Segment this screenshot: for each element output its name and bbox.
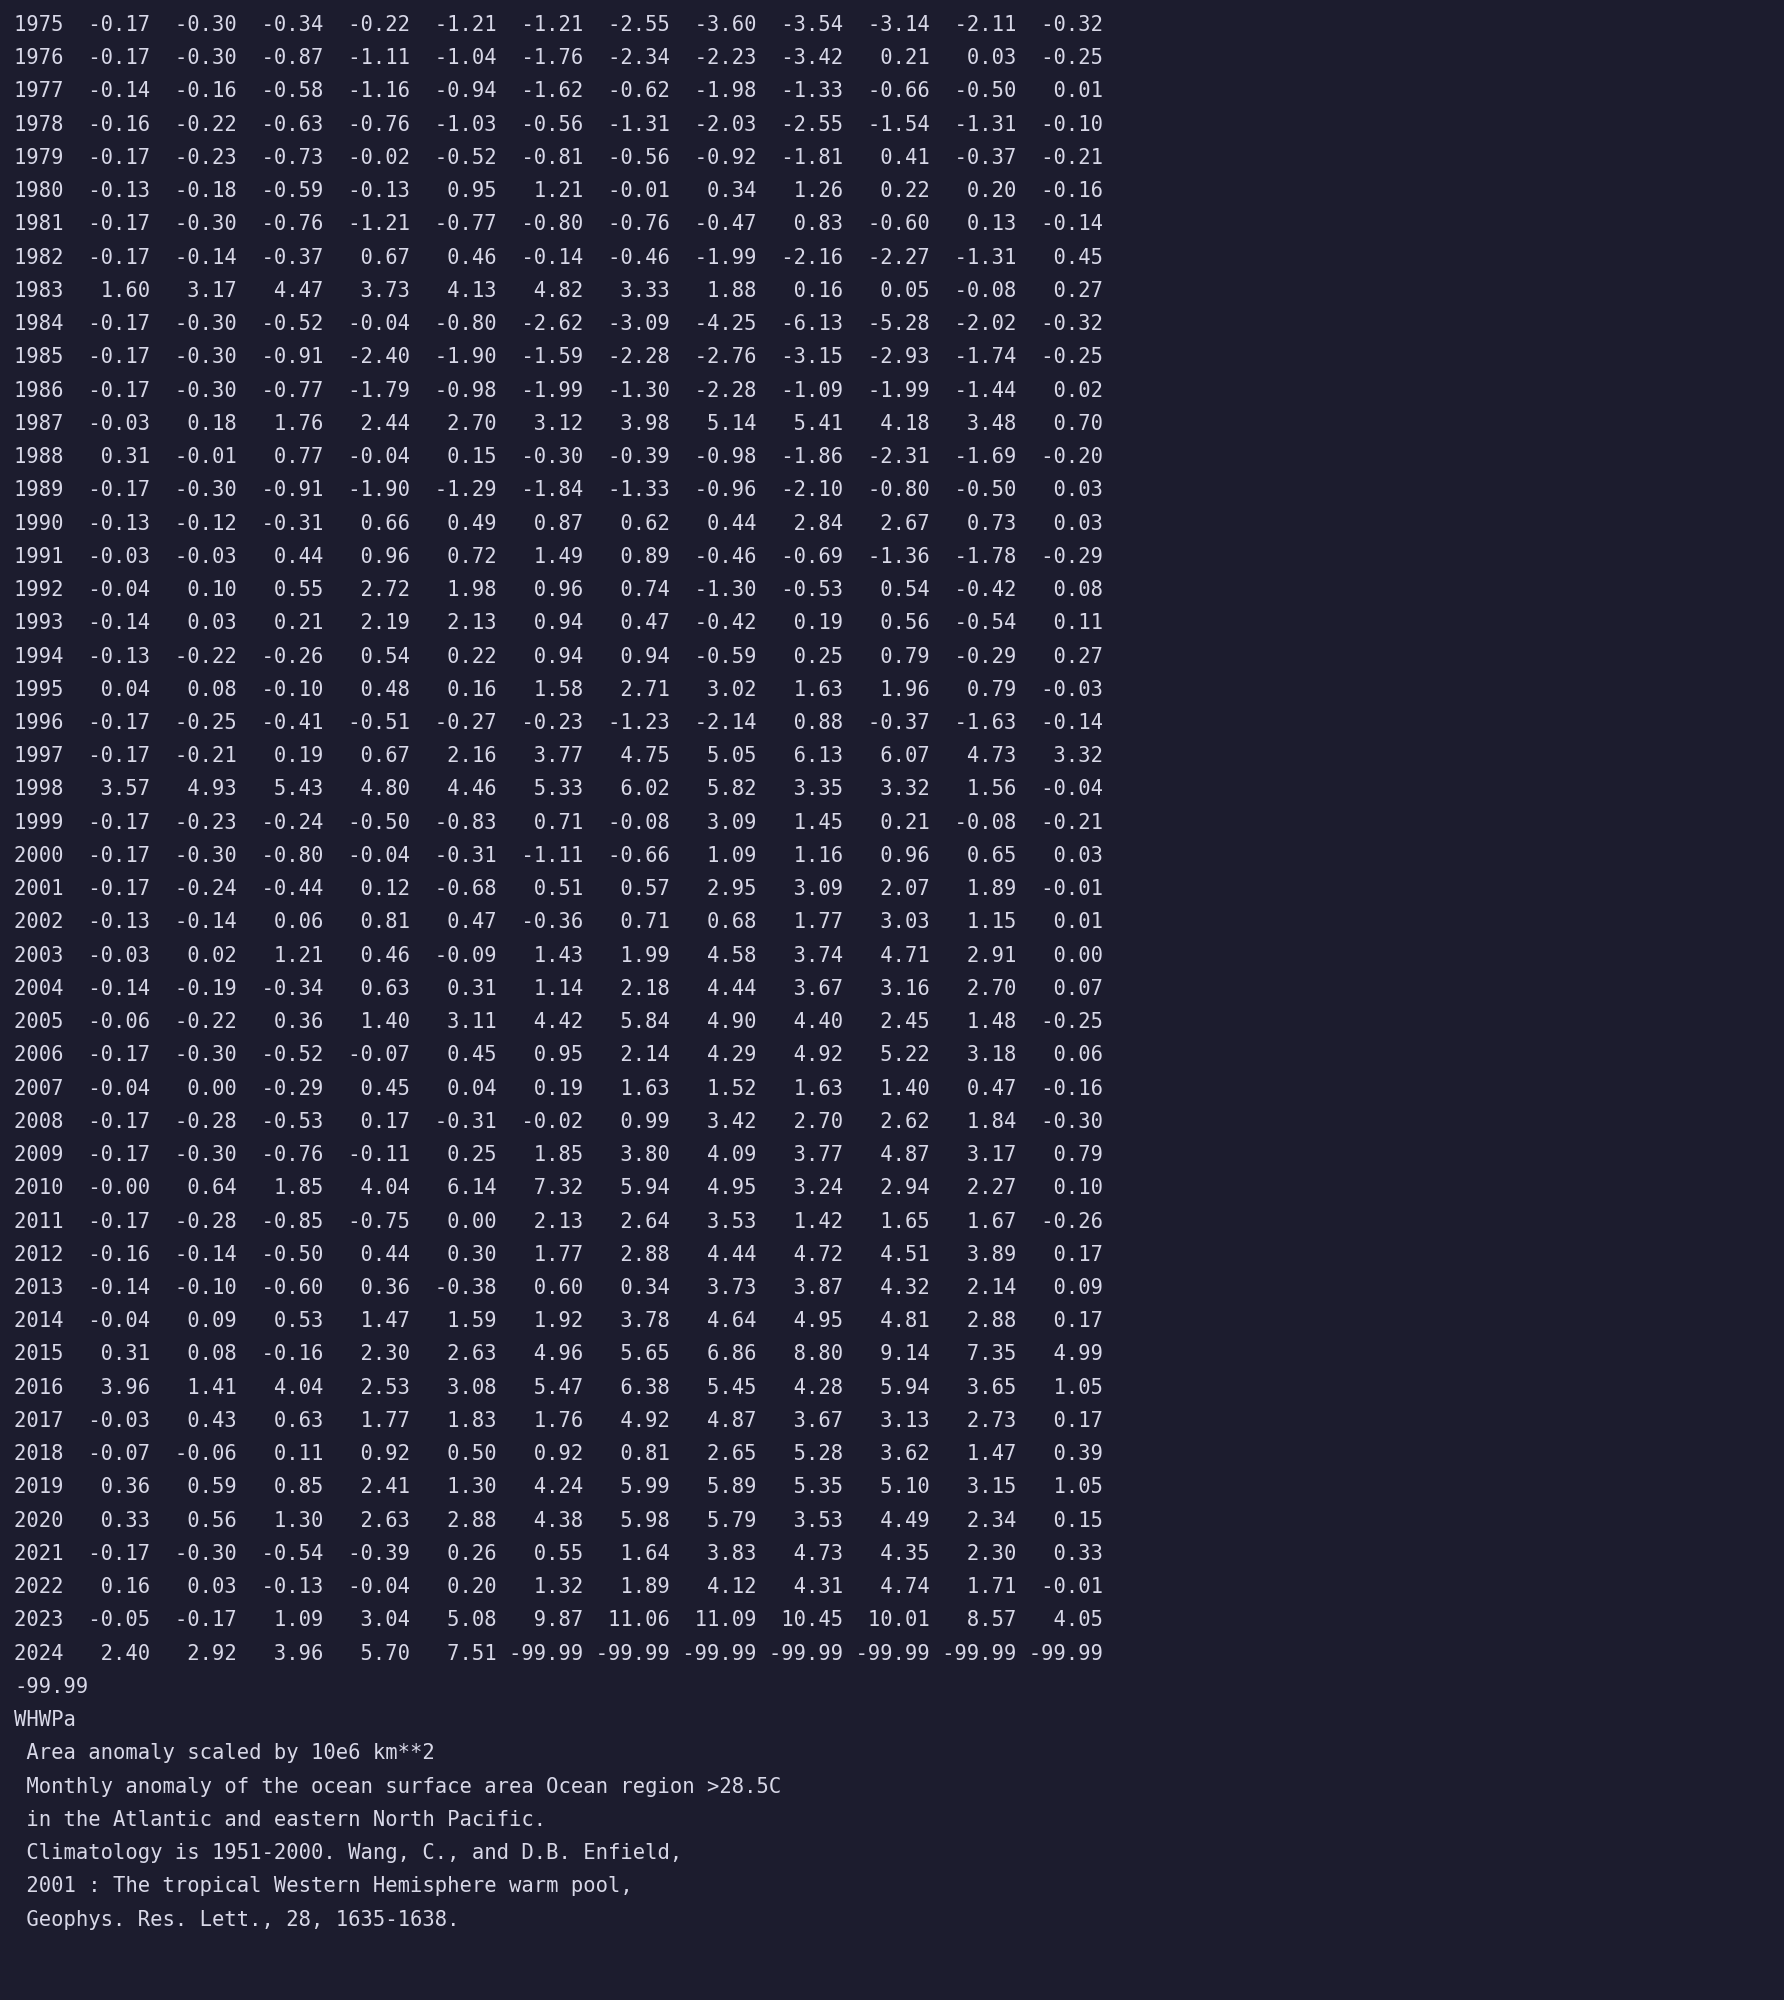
Text: 1994  -0.13  -0.22  -0.26   0.54   0.22   0.94   0.94  -0.59   0.25   0.79  -0.2: 1994 -0.13 -0.22 -0.26 0.54 0.22 0.94 0.… [14, 646, 1103, 666]
Text: 2016   3.96   1.41   4.04   2.53   3.08   5.47   6.38   5.45   4.28   5.94   3.6: 2016 3.96 1.41 4.04 2.53 3.08 5.47 6.38 … [14, 1378, 1103, 1398]
Text: 1996  -0.17  -0.25  -0.41  -0.51  -0.27  -0.23  -1.23  -2.14   0.88  -0.37  -1.6: 1996 -0.17 -0.25 -0.41 -0.51 -0.27 -0.23… [14, 712, 1103, 732]
Text: 2009  -0.17  -0.30  -0.76  -0.11   0.25   1.85   3.80   4.09   3.77   4.87   3.1: 2009 -0.17 -0.30 -0.76 -0.11 0.25 1.85 3… [14, 1146, 1103, 1166]
Text: 2003  -0.03   0.02   1.21   0.46  -0.09   1.43   1.99   4.58   3.74   4.71   2.9: 2003 -0.03 0.02 1.21 0.46 -0.09 1.43 1.9… [14, 946, 1103, 966]
Text: 1986  -0.17  -0.30  -0.77  -1.79  -0.98  -1.99  -1.30  -2.28  -1.09  -1.99  -1.4: 1986 -0.17 -0.30 -0.77 -1.79 -0.98 -1.99… [14, 380, 1103, 400]
Text: 2019   0.36   0.59   0.85   2.41   1.30   4.24   5.99   5.89   5.35   5.10   3.1: 2019 0.36 0.59 0.85 2.41 1.30 4.24 5.99 … [14, 1478, 1103, 1498]
Text: 1989  -0.17  -0.30  -0.91  -1.90  -1.29  -1.84  -1.33  -0.96  -2.10  -0.80  -0.5: 1989 -0.17 -0.30 -0.91 -1.90 -1.29 -1.84… [14, 480, 1103, 500]
Text: 1997  -0.17  -0.21   0.19   0.67   2.16   3.77   4.75   5.05   6.13   6.07   4.7: 1997 -0.17 -0.21 0.19 0.67 2.16 3.77 4.7… [14, 746, 1103, 766]
Text: 2024   2.40   2.92   3.96   5.70   7.51 -99.99 -99.99 -99.99 -99.99 -99.99 -99.9: 2024 2.40 2.92 3.96 5.70 7.51 -99.99 -99… [14, 1644, 1103, 1664]
Text: 2002  -0.13  -0.14   0.06   0.81   0.47  -0.36   0.71   0.68   1.77   3.03   1.1: 2002 -0.13 -0.14 0.06 0.81 0.47 -0.36 0.… [14, 912, 1103, 932]
Text: 1988   0.31  -0.01   0.77  -0.04   0.15  -0.30  -0.39  -0.98  -1.86  -2.31  -1.6: 1988 0.31 -0.01 0.77 -0.04 0.15 -0.30 -0… [14, 448, 1103, 468]
Text: 1993  -0.14   0.03   0.21   2.19   2.13   0.94   0.47  -0.42   0.19   0.56  -0.5: 1993 -0.14 0.03 0.21 2.19 2.13 0.94 0.47… [14, 614, 1103, 634]
Text: 1998   3.57   4.93   5.43   4.80   4.46   5.33   6.02   5.82   3.35   3.32   1.5: 1998 3.57 4.93 5.43 4.80 4.46 5.33 6.02 … [14, 780, 1103, 800]
Text: 2012  -0.16  -0.14  -0.50   0.44   0.30   1.77   2.88   4.44   4.72   4.51   3.8: 2012 -0.16 -0.14 -0.50 0.44 0.30 1.77 2.… [14, 1244, 1103, 1264]
Text: 1982  -0.17  -0.14  -0.37   0.67   0.46  -0.14  -0.46  -1.99  -2.16  -2.27  -1.3: 1982 -0.17 -0.14 -0.37 0.67 0.46 -0.14 -… [14, 248, 1103, 268]
Text: 2004  -0.14  -0.19  -0.34   0.63   0.31   1.14   2.18   4.44   3.67   3.16   2.7: 2004 -0.14 -0.19 -0.34 0.63 0.31 1.14 2.… [14, 978, 1103, 998]
Text: 1999  -0.17  -0.23  -0.24  -0.50  -0.83   0.71  -0.08   3.09   1.45   0.21  -0.0: 1999 -0.17 -0.23 -0.24 -0.50 -0.83 0.71 … [14, 812, 1103, 832]
Text: 1992  -0.04   0.10   0.55   2.72   1.98   0.96   0.74  -1.30  -0.53   0.54  -0.4: 1992 -0.04 0.10 0.55 2.72 1.98 0.96 0.74… [14, 580, 1103, 600]
Text: 1990  -0.13  -0.12  -0.31   0.66   0.49   0.87   0.62   0.44   2.84   2.67   0.7: 1990 -0.13 -0.12 -0.31 0.66 0.49 0.87 0.… [14, 514, 1103, 534]
Text: 2006  -0.17  -0.30  -0.52  -0.07   0.45   0.95   2.14   4.29   4.92   5.22   3.1: 2006 -0.17 -0.30 -0.52 -0.07 0.45 0.95 2… [14, 1046, 1103, 1066]
Text: Area anomaly scaled by 10e6 km**2: Area anomaly scaled by 10e6 km**2 [14, 1744, 435, 1764]
Text: 1991  -0.03  -0.03   0.44   0.96   0.72   1.49   0.89  -0.46  -0.69  -1.36  -1.7: 1991 -0.03 -0.03 0.44 0.96 0.72 1.49 0.8… [14, 546, 1103, 566]
Text: 1977  -0.14  -0.16  -0.58  -1.16  -0.94  -1.62  -0.62  -1.98  -1.33  -0.66  -0.5: 1977 -0.14 -0.16 -0.58 -1.16 -0.94 -1.62… [14, 82, 1103, 102]
Text: 1978  -0.16  -0.22  -0.63  -0.76  -1.03  -0.56  -1.31  -2.03  -2.55  -1.54  -1.3: 1978 -0.16 -0.22 -0.63 -0.76 -1.03 -0.56… [14, 114, 1103, 134]
Text: 2015   0.31   0.08  -0.16   2.30   2.63   4.96   5.65   6.86   8.80   9.14   7.3: 2015 0.31 0.08 -0.16 2.30 2.63 4.96 5.65… [14, 1344, 1103, 1364]
Text: 1976  -0.17  -0.30  -0.87  -1.11  -1.04  -1.76  -2.34  -2.23  -3.42   0.21   0.0: 1976 -0.17 -0.30 -0.87 -1.11 -1.04 -1.76… [14, 48, 1103, 68]
Text: 2011  -0.17  -0.28  -0.85  -0.75   0.00   2.13   2.64   3.53   1.42   1.65   1.6: 2011 -0.17 -0.28 -0.85 -0.75 0.00 2.13 2… [14, 1212, 1103, 1232]
Text: Climatology is 1951-2000. Wang, C., and D.B. Enfield,: Climatology is 1951-2000. Wang, C., and … [14, 1844, 683, 1864]
Text: 1983   1.60   3.17   4.47   3.73   4.13   4.82   3.33   1.88   0.16   0.05  -0.0: 1983 1.60 3.17 4.47 3.73 4.13 4.82 3.33 … [14, 280, 1103, 300]
Text: 2007  -0.04   0.00  -0.29   0.45   0.04   0.19   1.63   1.52   1.63   1.40   0.4: 2007 -0.04 0.00 -0.29 0.45 0.04 0.19 1.6… [14, 1078, 1103, 1098]
Text: 2005  -0.06  -0.22   0.36   1.40   3.11   4.42   5.84   4.90   4.40   2.45   1.4: 2005 -0.06 -0.22 0.36 1.40 3.11 4.42 5.8… [14, 1012, 1103, 1032]
Text: 2022   0.16   0.03  -0.13  -0.04   0.20   1.32   1.89   4.12   4.31   4.74   1.7: 2022 0.16 0.03 -0.13 -0.04 0.20 1.32 1.8… [14, 1578, 1103, 1598]
Text: 2001  -0.17  -0.24  -0.44   0.12  -0.68   0.51   0.57   2.95   3.09   2.07   1.8: 2001 -0.17 -0.24 -0.44 0.12 -0.68 0.51 0… [14, 880, 1103, 900]
Text: 2010  -0.00   0.64   1.85   4.04   6.14   7.32   5.94   4.95   3.24   2.94   2.2: 2010 -0.00 0.64 1.85 4.04 6.14 7.32 5.94… [14, 1178, 1103, 1198]
Text: in the Atlantic and eastern North Pacific.: in the Atlantic and eastern North Pacifi… [14, 1810, 546, 1830]
Text: WHWPa: WHWPa [14, 1710, 77, 1730]
Text: 1984  -0.17  -0.30  -0.52  -0.04  -0.80  -2.62  -3.09  -4.25  -6.13  -5.28  -2.0: 1984 -0.17 -0.30 -0.52 -0.04 -0.80 -2.62… [14, 314, 1103, 334]
Text: 1985  -0.17  -0.30  -0.91  -2.40  -1.90  -1.59  -2.28  -2.76  -3.15  -2.93  -1.7: 1985 -0.17 -0.30 -0.91 -2.40 -1.90 -1.59… [14, 348, 1103, 368]
Text: 1981  -0.17  -0.30  -0.76  -1.21  -0.77  -0.80  -0.76  -0.47   0.83  -0.60   0.1: 1981 -0.17 -0.30 -0.76 -1.21 -0.77 -0.80… [14, 214, 1103, 234]
Text: 2023  -0.05  -0.17   1.09   3.04   5.08   9.87  11.06  11.09  10.45  10.01   8.5: 2023 -0.05 -0.17 1.09 3.04 5.08 9.87 11.… [14, 1610, 1103, 1630]
Text: 2020   0.33   0.56   1.30   2.63   2.88   4.38   5.98   5.79   3.53   4.49   2.3: 2020 0.33 0.56 1.30 2.63 2.88 4.38 5.98 … [14, 1510, 1103, 1530]
Text: 1975  -0.17  -0.30  -0.34  -0.22  -1.21  -1.21  -2.55  -3.60  -3.54  -3.14  -2.1: 1975 -0.17 -0.30 -0.34 -0.22 -1.21 -1.21… [14, 14, 1103, 34]
Text: 1979  -0.17  -0.23  -0.73  -0.02  -0.52  -0.81  -0.56  -0.92  -1.81   0.41  -0.3: 1979 -0.17 -0.23 -0.73 -0.02 -0.52 -0.81… [14, 148, 1103, 168]
Text: 2014  -0.04   0.09   0.53   1.47   1.59   1.92   3.78   4.64   4.95   4.81   2.8: 2014 -0.04 0.09 0.53 1.47 1.59 1.92 3.78… [14, 1312, 1103, 1332]
Text: 2017  -0.03   0.43   0.63   1.77   1.83   1.76   4.92   4.87   3.67   3.13   2.7: 2017 -0.03 0.43 0.63 1.77 1.83 1.76 4.92… [14, 1410, 1103, 1430]
Text: 2021  -0.17  -0.30  -0.54  -0.39   0.26   0.55   1.64   3.83   4.73   4.35   2.3: 2021 -0.17 -0.30 -0.54 -0.39 0.26 0.55 1… [14, 1544, 1103, 1564]
Text: -99.99: -99.99 [14, 1676, 89, 1696]
Text: 2008  -0.17  -0.28  -0.53   0.17  -0.31  -0.02   0.99   3.42   2.70   2.62   1.8: 2008 -0.17 -0.28 -0.53 0.17 -0.31 -0.02 … [14, 1112, 1103, 1132]
Text: 1995   0.04   0.08  -0.10   0.48   0.16   1.58   2.71   3.02   1.63   1.96   0.7: 1995 0.04 0.08 -0.10 0.48 0.16 1.58 2.71… [14, 680, 1103, 700]
Text: 1980  -0.13  -0.18  -0.59  -0.13   0.95   1.21  -0.01   0.34   1.26   0.22   0.2: 1980 -0.13 -0.18 -0.59 -0.13 0.95 1.21 -… [14, 182, 1103, 202]
Text: 2000  -0.17  -0.30  -0.80  -0.04  -0.31  -1.11  -0.66   1.09   1.16   0.96   0.6: 2000 -0.17 -0.30 -0.80 -0.04 -0.31 -1.11… [14, 846, 1103, 866]
Text: 2013  -0.14  -0.10  -0.60   0.36  -0.38   0.60   0.34   3.73   3.87   4.32   2.1: 2013 -0.14 -0.10 -0.60 0.36 -0.38 0.60 0… [14, 1278, 1103, 1298]
Text: 2001 : The tropical Western Hemisphere warm pool,: 2001 : The tropical Western Hemisphere w… [14, 1876, 633, 1896]
Text: Geophys. Res. Lett., 28, 1635-1638.: Geophys. Res. Lett., 28, 1635-1638. [14, 1910, 460, 1930]
Text: Monthly anomaly of the ocean surface area Ocean region >28.5C: Monthly anomaly of the ocean surface are… [14, 1776, 781, 1796]
Text: 2018  -0.07  -0.06   0.11   0.92   0.50   0.92   0.81   2.65   5.28   3.62   1.4: 2018 -0.07 -0.06 0.11 0.92 0.50 0.92 0.8… [14, 1444, 1103, 1464]
Text: 1987  -0.03   0.18   1.76   2.44   2.70   3.12   3.98   5.14   5.41   4.18   3.4: 1987 -0.03 0.18 1.76 2.44 2.70 3.12 3.98… [14, 414, 1103, 434]
